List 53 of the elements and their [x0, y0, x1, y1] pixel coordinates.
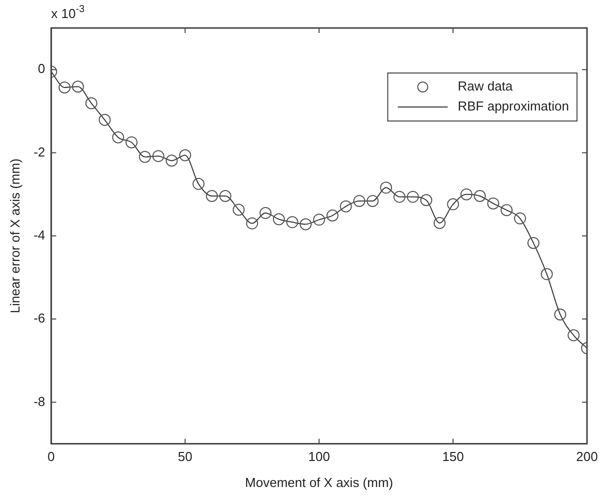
y-tick-label: -6 — [34, 310, 46, 326]
point — [179, 149, 192, 162]
point — [380, 182, 392, 194]
point — [126, 136, 138, 148]
point — [460, 188, 472, 200]
x-tick-label: 50 — [178, 449, 192, 464]
point — [540, 268, 553, 280]
point — [527, 236, 540, 249]
point — [474, 190, 486, 202]
point — [192, 178, 205, 190]
point — [434, 217, 446, 230]
point — [219, 190, 232, 202]
point — [420, 194, 432, 206]
y-tick-label: -2 — [34, 144, 46, 160]
point — [72, 80, 84, 93]
y-axis-title: Linear error of X axis (mm) — [7, 158, 22, 314]
point — [166, 154, 178, 167]
point — [246, 217, 258, 230]
point — [286, 216, 298, 228]
point — [272, 213, 285, 226]
x-tick-label: 200 — [576, 449, 598, 464]
point — [206, 190, 218, 202]
x-tick-label: 0 — [48, 449, 55, 464]
point — [568, 329, 580, 342]
point — [112, 131, 124, 144]
point — [514, 212, 526, 224]
point — [58, 81, 71, 94]
y-tick-label: -8 — [34, 394, 46, 409]
point — [447, 198, 460, 210]
point — [406, 190, 419, 203]
point — [232, 204, 245, 216]
point — [85, 97, 98, 110]
x-tick-label: 100 — [308, 449, 330, 464]
point — [259, 207, 272, 220]
point — [500, 204, 513, 216]
point — [313, 214, 326, 226]
x-axis-title: Movement of X axis (mm) — [245, 474, 394, 490]
point — [393, 190, 406, 203]
point — [300, 218, 312, 230]
point — [487, 197, 500, 210]
legend-label: Raw data — [458, 78, 514, 94]
x-tick-label: 150 — [442, 449, 464, 464]
legend-label: RBF approximation — [458, 98, 570, 114]
point — [98, 114, 111, 126]
point — [554, 308, 566, 320]
point — [340, 200, 352, 212]
point — [152, 150, 164, 162]
point — [366, 194, 379, 207]
point — [326, 210, 338, 222]
y-tick-label: -4 — [34, 227, 46, 242]
point — [138, 150, 151, 163]
point — [353, 194, 366, 207]
y-tick-label: 0 — [38, 61, 46, 76]
